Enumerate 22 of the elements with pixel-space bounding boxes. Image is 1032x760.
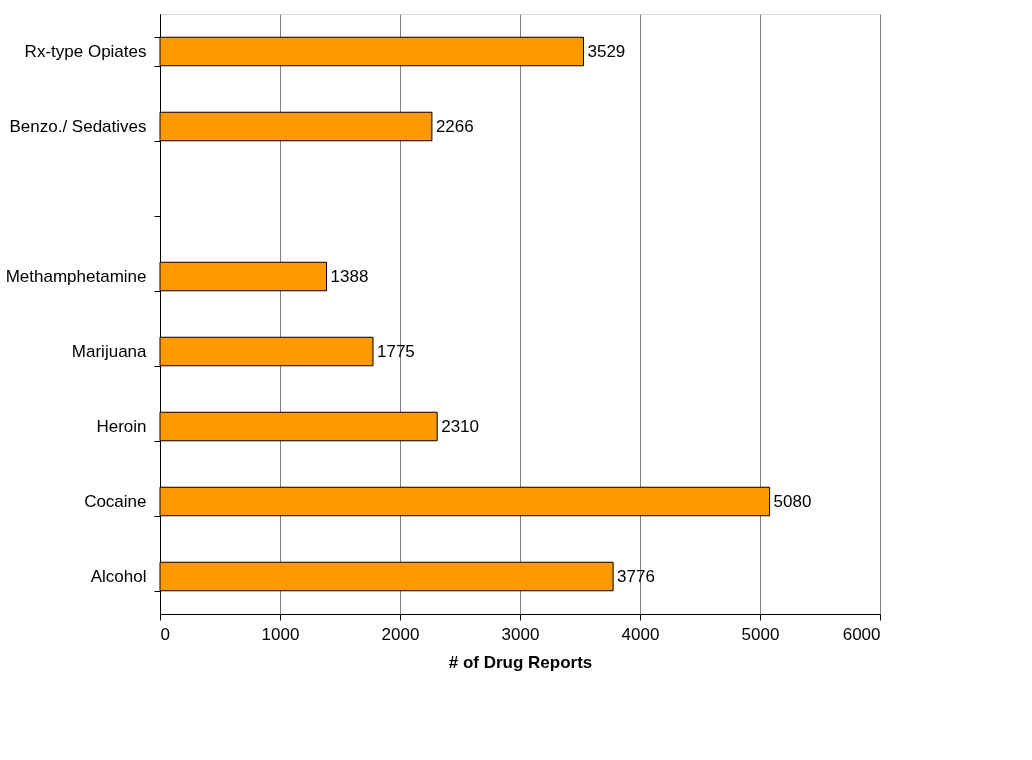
y-tick-label: Methamphetamine <box>5 267 147 286</box>
data-label: 2310 <box>441 416 480 436</box>
data-label: 1775 <box>377 341 415 361</box>
data-label: 5080 <box>773 491 812 511</box>
y-tick-label: Heroin <box>96 417 147 436</box>
y-tick-label: Marijuana <box>71 342 148 361</box>
y-tick-label: Cocaine <box>84 492 147 511</box>
x-tick-label: 2000 <box>381 624 420 644</box>
x-tick-label: 5000 <box>741 624 780 644</box>
y-tick-label: Benzo./ Sedatives <box>9 117 147 136</box>
data-label: 1388 <box>330 266 369 286</box>
x-axis-title: # of Drug Reports <box>448 652 593 672</box>
data-label: 3776 <box>617 566 655 586</box>
x-tick-label: 3000 <box>501 624 540 644</box>
x-tick-label: 0 <box>160 624 170 644</box>
data-label: 3529 <box>587 41 626 61</box>
y-tick-label: Rx-type Opiates <box>24 42 147 61</box>
y-tick-label: Alcohol <box>90 567 147 586</box>
x-tick-label: 1000 <box>261 624 300 644</box>
x-tick-label: 6000 <box>842 624 881 644</box>
data-label: 2266 <box>435 116 474 136</box>
x-tick-label: 4000 <box>621 624 660 644</box>
